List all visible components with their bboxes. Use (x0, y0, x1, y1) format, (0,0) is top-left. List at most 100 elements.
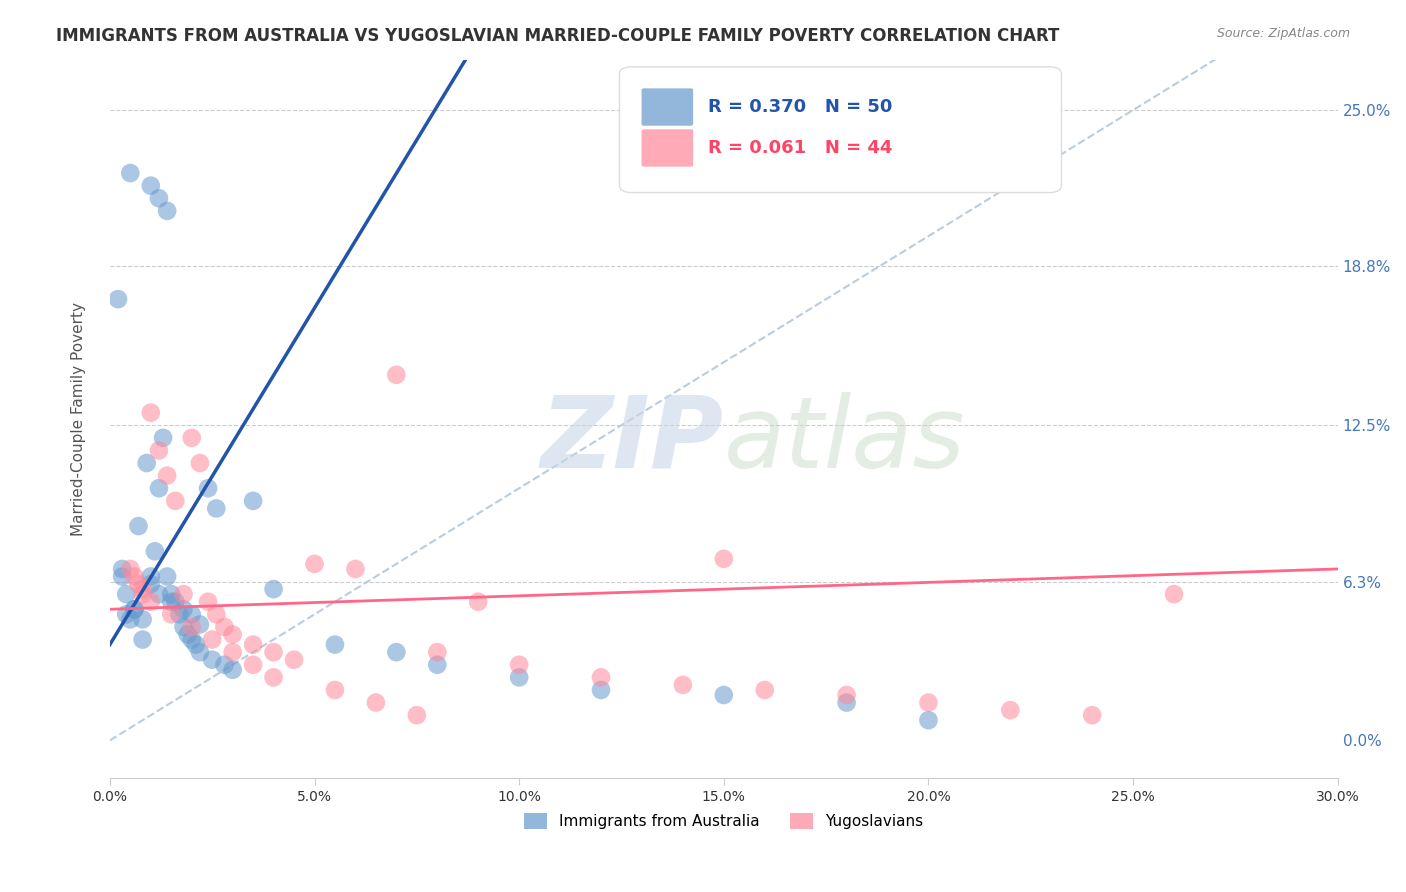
Point (148, 443, 170, 458)
Point (323, 638, 346, 652)
Point (263, 670, 285, 684)
Point (426, 657, 449, 672)
Point (148, 481, 170, 495)
Point (508, 657, 530, 672)
Point (242, 638, 264, 652)
Text: R = 0.061   N = 44: R = 0.061 N = 44 (707, 139, 893, 157)
Point (1081, 708, 1104, 723)
Point (917, 696, 939, 710)
Point (385, 645, 408, 659)
Point (589, 670, 612, 684)
Point (713, 688, 735, 702)
Point (304, 557, 326, 571)
Point (115, 587, 138, 601)
Point (128, 519, 150, 533)
Point (160, 595, 183, 609)
Point (156, 203, 179, 218)
Point (180, 620, 202, 634)
FancyBboxPatch shape (641, 88, 693, 126)
Point (152, 431, 174, 445)
Point (364, 696, 387, 710)
FancyBboxPatch shape (641, 129, 693, 167)
Point (184, 638, 207, 652)
Point (131, 632, 153, 647)
Point (242, 494, 264, 508)
Point (139, 577, 162, 591)
Point (143, 544, 166, 558)
Point (205, 501, 228, 516)
Point (169, 607, 191, 622)
Point (201, 653, 224, 667)
Point (1000, 703, 1022, 717)
Point (426, 645, 449, 659)
Point (263, 582, 285, 596)
Point (111, 562, 134, 576)
Point (205, 607, 228, 622)
Point (221, 663, 243, 677)
Point (115, 607, 138, 622)
Point (672, 678, 695, 692)
Point (124, 602, 146, 616)
Legend: Immigrants from Australia, Yugoslavians: Immigrants from Australia, Yugoslavians (517, 807, 929, 835)
Point (139, 178, 162, 193)
Point (283, 653, 305, 667)
Point (197, 595, 219, 609)
Point (242, 657, 264, 672)
Point (131, 587, 153, 601)
Point (120, 612, 142, 626)
Point (124, 569, 146, 583)
Point (221, 627, 243, 641)
Point (180, 431, 202, 445)
Point (188, 456, 211, 470)
Point (107, 292, 129, 306)
Point (221, 645, 243, 659)
Point (754, 683, 776, 698)
Point (385, 368, 408, 382)
Point (508, 670, 530, 684)
Point (160, 587, 183, 601)
FancyBboxPatch shape (620, 67, 1062, 193)
Point (139, 569, 162, 583)
Point (344, 562, 367, 576)
Y-axis label: Married-Couple Family Poverty: Married-Couple Family Poverty (72, 301, 86, 536)
Point (124, 602, 146, 616)
Point (180, 607, 202, 622)
Point (160, 607, 183, 622)
Point (173, 620, 195, 634)
Point (188, 617, 211, 632)
Point (214, 657, 236, 672)
Point (176, 627, 198, 641)
Point (835, 688, 858, 702)
Point (713, 552, 735, 566)
Point (111, 569, 134, 583)
Point (263, 645, 285, 659)
Point (128, 577, 150, 591)
Point (173, 587, 195, 601)
Point (201, 632, 224, 647)
Text: atlas: atlas (724, 392, 966, 489)
Point (917, 713, 939, 727)
Point (131, 612, 153, 626)
Point (214, 620, 236, 634)
Point (135, 456, 157, 470)
Point (197, 481, 219, 495)
Point (1163, 587, 1185, 601)
Point (156, 569, 179, 583)
Point (173, 602, 195, 616)
Point (165, 494, 187, 508)
Point (156, 468, 179, 483)
Point (589, 683, 612, 698)
Point (148, 191, 170, 205)
Point (120, 166, 142, 180)
Point (188, 645, 211, 659)
Point (148, 587, 170, 601)
Point (139, 406, 162, 420)
Point (131, 582, 153, 596)
Point (467, 595, 489, 609)
Point (405, 708, 427, 723)
Text: ZIP: ZIP (541, 392, 724, 489)
Text: Source: ZipAtlas.com: Source: ZipAtlas.com (1216, 27, 1350, 40)
Point (323, 683, 346, 698)
Point (835, 696, 858, 710)
Text: IMMIGRANTS FROM AUSTRALIA VS YUGOSLAVIAN MARRIED-COUPLE FAMILY POVERTY CORRELATI: IMMIGRANTS FROM AUSTRALIA VS YUGOSLAVIAN… (56, 27, 1060, 45)
